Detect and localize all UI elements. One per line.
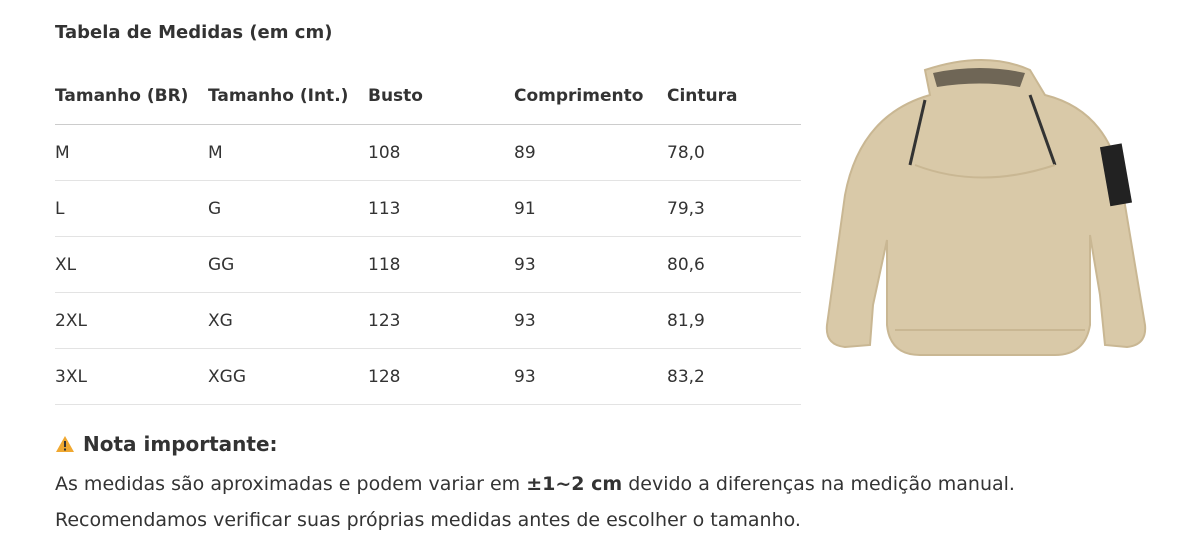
- cell-length: 89: [514, 124, 667, 181]
- table-row: 2XL XG 123 93 81,9: [55, 292, 801, 349]
- header-bust: Busto: [368, 68, 514, 125]
- table-row: XL GG 118 93 80,6: [55, 236, 801, 293]
- cell-waist: 78,0: [667, 124, 801, 181]
- cell-size-br: 2XL: [55, 292, 208, 349]
- note-text-end: devido a diferenças na medição manual. R…: [55, 473, 1015, 531]
- header-size-br: Tamanho (BR): [55, 68, 208, 125]
- note-tolerance: ±1~2 cm: [526, 473, 623, 495]
- cell-length: 93: [514, 348, 667, 405]
- note-heading-text: Nota importante:: [83, 432, 278, 456]
- cell-size-br: M: [55, 124, 208, 181]
- cell-bust: 113: [368, 180, 514, 237]
- cell-bust: 123: [368, 292, 514, 349]
- table-row: 3XL XGG 128 93 83,2: [55, 348, 801, 405]
- cell-waist: 80,6: [667, 236, 801, 293]
- cell-length: 91: [514, 180, 667, 237]
- cell-waist: 83,2: [667, 348, 801, 405]
- size-table: Tamanho (BR) Tamanho (Int.) Busto Compri…: [55, 68, 801, 405]
- cell-size-br: L: [55, 180, 208, 237]
- cell-bust: 108: [368, 124, 514, 181]
- note-heading: Nota importante:: [55, 432, 278, 456]
- cell-bust: 128: [368, 348, 514, 405]
- cell-size-br: 3XL: [55, 348, 208, 405]
- header-length: Comprimento: [514, 68, 667, 125]
- warning-icon: [56, 436, 74, 452]
- cell-size-int: XGG: [208, 348, 368, 405]
- cell-size-int: XG: [208, 292, 368, 349]
- cell-size-int: G: [208, 180, 368, 237]
- note-text-start: As medidas são aproximadas e podem varia…: [55, 473, 527, 495]
- page-title: Tabela de Medidas (em cm): [55, 22, 333, 43]
- note-text: As medidas são aproximadas e podem varia…: [55, 466, 1015, 538]
- cell-size-br: XL: [55, 236, 208, 293]
- cell-waist: 81,9: [667, 292, 801, 349]
- table-row: L G 113 91 79,3: [55, 180, 801, 237]
- cell-size-int: GG: [208, 236, 368, 293]
- cell-bust: 118: [368, 236, 514, 293]
- cell-length: 93: [514, 236, 667, 293]
- cell-size-int: M: [208, 124, 368, 181]
- table-header-row: Tamanho (BR) Tamanho (Int.) Busto Compri…: [55, 68, 801, 125]
- header-size-int: Tamanho (Int.): [208, 68, 368, 125]
- product-image-sweater: [825, 59, 1147, 356]
- cell-length: 93: [514, 292, 667, 349]
- header-waist: Cintura: [667, 68, 801, 125]
- table-row: M M 108 89 78,0: [55, 124, 801, 181]
- cell-waist: 79,3: [667, 180, 801, 237]
